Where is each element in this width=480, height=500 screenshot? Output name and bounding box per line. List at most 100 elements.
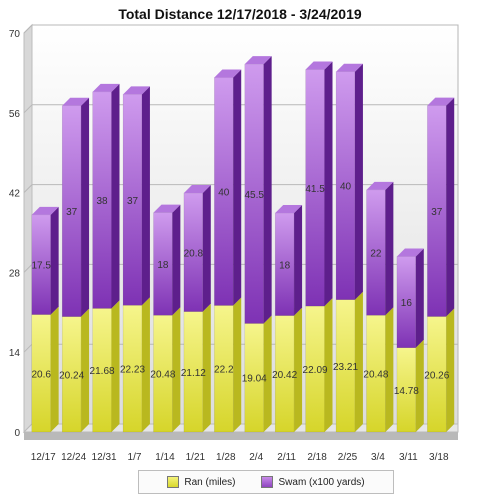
bar-swam-top	[336, 63, 363, 72]
y-tick-label: 14	[9, 348, 21, 359]
x-tick-label: 1/7	[128, 452, 142, 463]
x-tick-label: 2/18	[307, 452, 327, 463]
data-label-ran: 22.23	[120, 365, 145, 376]
bar-swam-top	[183, 185, 211, 194]
data-label-ran: 20.48	[150, 370, 175, 381]
bar-ran-side	[111, 300, 120, 432]
legend-swatch-swam	[261, 476, 274, 488]
bar-ran	[335, 291, 363, 433]
data-label-ran: 20.24	[59, 370, 84, 381]
bar-ran-side	[354, 291, 363, 432]
bar-swam-side	[111, 83, 120, 309]
bar-ran-side	[385, 307, 394, 432]
bar-swam	[244, 56, 272, 324]
legend-item-ran: Ran (miles)	[167, 476, 235, 488]
data-label-ran: 22.09	[303, 365, 328, 376]
bar-swam-side	[415, 248, 424, 348]
bar-swam	[396, 248, 424, 349]
bar-swam-top	[92, 83, 120, 92]
data-label-ran: 21.68	[90, 366, 115, 377]
y-tick-label: 42	[9, 189, 21, 200]
legend-label-ran: Ran (miles)	[184, 476, 236, 488]
x-tick-label: 2/11	[277, 452, 296, 463]
data-label-swam: 17.5	[31, 261, 51, 272]
bar-swam-top	[123, 86, 150, 95]
y-tick-label: 28	[9, 268, 21, 279]
bar-ran	[122, 297, 150, 433]
x-tick-label: 2/4	[249, 452, 263, 463]
x-tick-label: 12/24	[61, 452, 86, 463]
bar-swam-top	[31, 206, 59, 215]
bar-swam-top	[427, 97, 455, 106]
bar-swam-side	[50, 206, 59, 315]
bar-swam-side	[202, 185, 211, 312]
gridline-depth	[23, 264, 33, 273]
bar-swam-top	[244, 56, 272, 65]
data-label-swam: 37	[431, 207, 443, 218]
bar-ran-side	[202, 303, 211, 432]
bar-swam-side	[263, 56, 272, 324]
y-tick-label: 0	[14, 428, 20, 439]
plot-base	[24, 432, 458, 440]
bar-ran-side	[50, 306, 59, 432]
data-label-ran: 20.42	[272, 370, 297, 381]
legend-item-swam: Swam (x100 yards)	[261, 476, 365, 488]
x-tick-label: 1/21	[186, 452, 206, 463]
bar-swam	[305, 61, 333, 307]
data-label-ran: 20.6	[31, 369, 51, 380]
gridline-depth	[23, 184, 33, 193]
data-label-swam: 18	[157, 260, 169, 271]
data-label-swam: 37	[127, 196, 139, 207]
data-label-swam: 41.5	[305, 184, 325, 195]
data-label-ran: 21.12	[181, 368, 206, 379]
bar-swam	[61, 97, 90, 317]
bar-ran-side	[324, 298, 333, 432]
data-label-swam: 20.8	[184, 248, 204, 259]
data-label-swam: 37	[66, 207, 78, 218]
x-tick-label: 3/4	[371, 452, 385, 463]
data-label-swam: 40	[340, 182, 352, 193]
bar-swam	[335, 63, 363, 300]
data-label-ran: 23.21	[333, 362, 358, 373]
gridline-depth	[23, 24, 33, 34]
bar-swam-top	[214, 69, 242, 78]
bar-swam-top	[275, 205, 303, 214]
data-label-ran: 14.78	[394, 386, 419, 397]
bar-swam-top	[305, 61, 333, 70]
data-label-ran: 22.2	[214, 365, 234, 376]
x-tick-label: 12/17	[31, 452, 56, 463]
bar-ran-side	[141, 297, 150, 432]
bar-ran	[396, 339, 424, 433]
bar-ran-side	[172, 307, 181, 432]
bar-swam-top	[396, 248, 424, 257]
legend-swatch-ran	[167, 476, 180, 488]
bar-ran-side	[233, 297, 242, 432]
bar-swam-top	[62, 97, 90, 106]
data-label-swam: 45.5	[244, 190, 264, 201]
bar-swam-side	[354, 63, 363, 300]
bar-swam-side	[446, 97, 455, 317]
bar-swam	[122, 86, 150, 306]
x-tick-label: 1/28	[216, 452, 236, 463]
data-label-swam: 16	[401, 298, 413, 309]
data-label-swam: 22	[370, 249, 382, 260]
bar-swam-side	[81, 97, 90, 317]
bar-swam	[183, 185, 211, 312]
data-label-swam: 38	[97, 196, 109, 207]
bar-swam	[214, 69, 242, 306]
y-tick-label: 56	[9, 109, 21, 120]
x-tick-label: 3/18	[429, 452, 449, 463]
bar-swam	[274, 205, 303, 316]
bar-swam	[153, 204, 181, 316]
bar-ran-side	[294, 307, 303, 432]
bar-ran-side	[415, 339, 424, 432]
bar-swam	[427, 97, 455, 317]
gridline-depth	[23, 343, 33, 353]
data-label-swam: 18	[279, 260, 291, 271]
bar-swam-side	[385, 181, 394, 316]
chart-title: Total Distance 12/17/2018 - 3/24/2019	[118, 6, 362, 22]
bar-ran-side	[263, 315, 272, 432]
legend-label-swam: Swam (x100 yards)	[278, 476, 365, 488]
x-tick-label: 2/25	[338, 452, 358, 463]
